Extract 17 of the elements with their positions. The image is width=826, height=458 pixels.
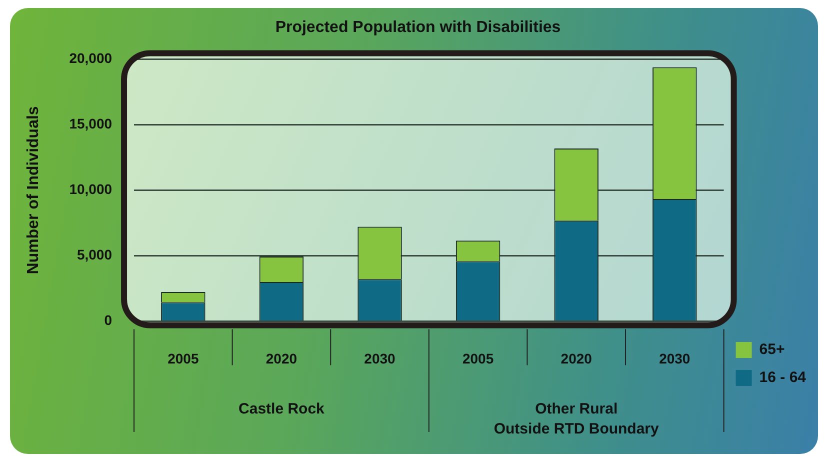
y-tick-label: 5,000 — [76, 246, 112, 263]
y-tick-label: 15,000 — [69, 116, 112, 132]
x-tick-label: 2020 — [266, 350, 298, 366]
y-tick-label: 0 — [104, 312, 112, 328]
chart-title: Projected Population with Disabilities — [275, 19, 561, 36]
x-tick-label: 2020 — [560, 350, 592, 366]
x-tick-label: 2005 — [462, 350, 494, 366]
x-tick-label: 2030 — [659, 350, 690, 366]
y-tick-label: 10,000 — [69, 181, 112, 198]
text: Other Rural Outside RTD Boundary — [494, 400, 660, 438]
y-axis-title: Number of Individuals — [25, 106, 42, 274]
legend-label: 16 - 64 — [759, 369, 807, 386]
x-tick-label: 2005 — [168, 350, 199, 366]
legend-label: 65+ — [759, 341, 785, 358]
x-tick-label: 2030 — [364, 350, 396, 366]
text: Castle Rock — [238, 400, 326, 418]
y-tick-label: 20,000 — [69, 50, 112, 66]
